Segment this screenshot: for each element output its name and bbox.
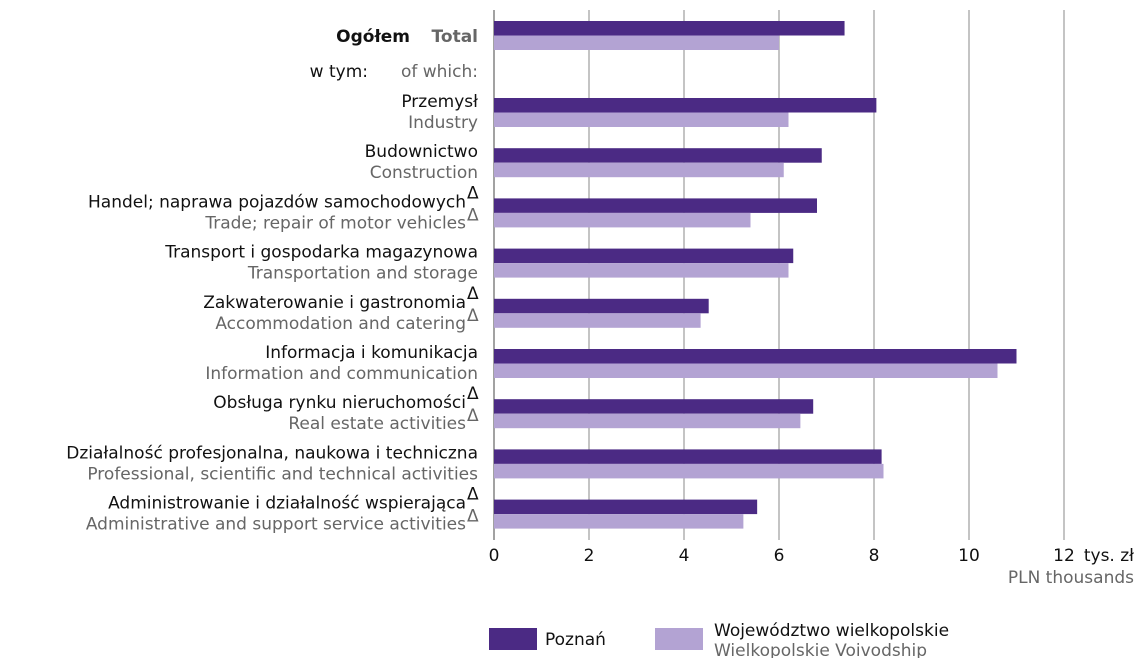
category-label-en: Information and communication xyxy=(205,364,478,384)
subgroup-label: w tym: xyxy=(310,62,368,82)
bar xyxy=(494,162,784,178)
bar xyxy=(494,248,794,264)
category-label: Przemysł xyxy=(401,92,478,112)
bar xyxy=(494,413,801,429)
category-label-en: Real estate activities xyxy=(288,414,466,434)
bar xyxy=(494,212,751,228)
legend-swatch xyxy=(655,628,703,650)
footnote-mark: Δ xyxy=(467,205,479,225)
bar xyxy=(494,21,845,36)
footnote-mark: Δ xyxy=(467,183,479,203)
bar xyxy=(494,514,744,529)
category-label: Informacja i komunikacja xyxy=(265,343,478,363)
legend-swatch xyxy=(489,628,537,650)
x-tick-label: 2 xyxy=(584,546,595,566)
legend-label: Poznań xyxy=(545,630,606,650)
category-label-en: Administrative and support service activ… xyxy=(86,515,466,535)
footnote-mark: Δ xyxy=(467,384,479,404)
category-label: Obsługa rynku nieruchomości xyxy=(213,393,466,413)
bar xyxy=(494,35,779,50)
x-unit-en: PLN thousands xyxy=(1008,568,1134,588)
bar xyxy=(494,263,789,278)
category-label: Ogółem xyxy=(336,27,410,47)
bar xyxy=(494,399,814,414)
footnote-mark: Δ xyxy=(467,507,479,527)
x-tick-label: 6 xyxy=(774,546,785,566)
category-label-en: Transportation and storage xyxy=(247,264,478,284)
category-label-en: Trade; repair of motor vehicles xyxy=(204,213,466,233)
bar xyxy=(494,298,709,314)
x-tick-label: 8 xyxy=(869,546,880,566)
footnote-mark: Δ xyxy=(467,284,479,304)
category-label-en: Construction xyxy=(370,163,478,183)
category-label: Działalność profesjonalna, naukowa i tec… xyxy=(66,443,478,463)
bar xyxy=(494,313,701,328)
legend-label: Województwo wielkopolskie xyxy=(714,621,949,641)
bar xyxy=(494,499,758,515)
bar xyxy=(494,363,998,378)
x-tick-label: 10 xyxy=(958,546,980,566)
bar xyxy=(494,349,1017,364)
x-unit: tys. zł xyxy=(1084,546,1134,566)
subgroup-label-en: of which: xyxy=(401,62,478,82)
footnote-mark: Δ xyxy=(467,406,479,426)
category-label-en: Accommodation and catering xyxy=(215,314,466,334)
footnote-mark: Δ xyxy=(467,485,479,505)
footnote-mark: Δ xyxy=(467,306,479,326)
category-label-en: Total xyxy=(432,27,478,47)
category-label-en: Professional, scientific and technical a… xyxy=(87,464,478,484)
category-label: Transport i gospodarka magazynowa xyxy=(164,243,478,263)
x-tick-label: 4 xyxy=(679,546,690,566)
legend-label-en: Wielkopolskie Voivodship xyxy=(714,641,927,658)
bar xyxy=(494,112,789,127)
bar xyxy=(494,463,884,479)
x-tick-label: 0 xyxy=(489,546,500,566)
bar xyxy=(494,98,877,113)
x-tick-label: 12 xyxy=(1053,546,1075,566)
category-label-en: Industry xyxy=(408,113,478,133)
bar xyxy=(494,148,822,163)
bar xyxy=(494,198,817,213)
category-label: Administrowanie i działalność wspierając… xyxy=(108,494,466,514)
category-label: Zakwaterowanie i gastronomia xyxy=(203,293,466,313)
bar xyxy=(494,449,882,464)
category-label: Budownictwo xyxy=(365,142,478,162)
category-label: Handel; naprawa pojazdów samochodowych xyxy=(88,192,466,212)
